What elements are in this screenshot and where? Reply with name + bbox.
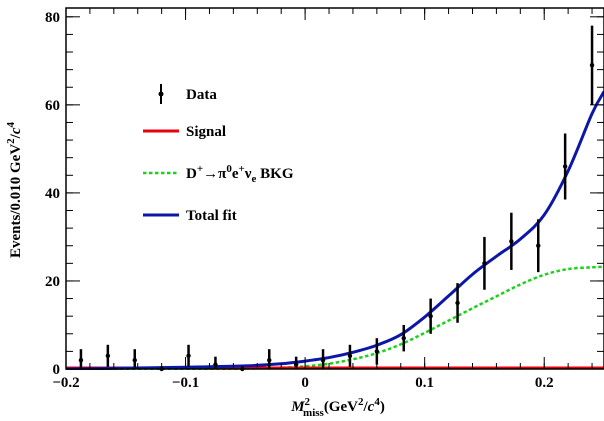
data-point: [78, 357, 84, 363]
y-axis-title-part: /: [8, 133, 24, 139]
y-tick-label: 80: [45, 10, 60, 26]
data-point: [293, 362, 299, 367]
x-axis-title-part: miss: [303, 407, 325, 419]
legend-label-bkg-part: B: [260, 166, 270, 182]
legend-label-bkg-part: +: [239, 163, 245, 175]
x-axis-title-part: M: [290, 399, 305, 415]
data-point: [132, 357, 137, 363]
x-axis-title: M2 miss(GeV2/c4): [290, 396, 385, 419]
data-point: [347, 353, 353, 358]
data-point: [401, 335, 406, 341]
x-axis-title-part: 2: [305, 396, 311, 408]
data-point: [562, 164, 568, 169]
x-axis-title-part: 4: [374, 396, 380, 408]
legend-label-total-fit: Total fit: [186, 208, 237, 224]
legend-label-bkg-part: →: [203, 166, 218, 182]
y-tick-label: 40: [45, 186, 60, 202]
data-point: [105, 353, 111, 358]
plot-frame: [65, 7, 604, 370]
y-axis-title: Events/0.010 GeV2/c4: [5, 121, 24, 258]
x-tick-label: 0.1: [415, 375, 434, 391]
data-point: [509, 239, 514, 244]
x-tick-label: −0.2: [52, 375, 79, 391]
x-axis-title-part: ): [380, 399, 385, 415]
data-point: [320, 357, 326, 363]
legend-label-bkg: D+→π0e+νe BKG: [186, 163, 294, 185]
legend-label-bkg-part: D: [186, 166, 197, 182]
legend-label-bkg-part: ν: [244, 166, 252, 182]
y-axis-title-part: 2: [5, 138, 17, 144]
legend-data-marker: [158, 91, 164, 97]
data-point: [213, 362, 218, 367]
x-tick-label: −0.1: [172, 375, 199, 391]
y-axis-title-part: 4: [5, 121, 17, 127]
legend-label-bkg-part: e: [252, 173, 257, 185]
x-tick-label: 0.2: [535, 375, 554, 391]
x-axis-title-part: c: [368, 399, 375, 415]
y-tick-label: 0: [53, 362, 61, 378]
data-point: [374, 349, 380, 354]
data-point: [536, 243, 541, 248]
plot-area: [66, 25, 604, 372]
data-point: [455, 300, 460, 306]
data-point: [267, 357, 272, 363]
legend-label-bkg-part: +: [197, 163, 203, 175]
x-axis-title-part: (GeV: [324, 399, 358, 415]
data-point: [589, 63, 595, 68]
data-point: [428, 313, 433, 319]
legend-label-bkg-part: e: [232, 166, 239, 182]
y-tick-label: 20: [45, 274, 60, 290]
curves-group: [66, 90, 604, 370]
legend-label-bkg-part: K: [270, 166, 282, 182]
data-point: [482, 261, 487, 266]
y-axis-title-part: c: [8, 127, 24, 134]
x-axis-title-part: 2: [358, 396, 364, 408]
legend-label-signal: Signal: [186, 124, 226, 140]
legend-label-bkg-part: G: [282, 166, 294, 182]
y-axis-title-part: Events/0.010 GeV: [8, 144, 24, 258]
legend-label-bkg-part: 0: [226, 163, 232, 175]
legend-label-bkg-part: π: [218, 166, 227, 182]
legend-label-data: Data: [186, 87, 217, 103]
total-fit-curve: [66, 90, 604, 370]
x-axis-title-part: /: [362, 399, 368, 415]
x-tick-label: 0: [301, 375, 309, 391]
y-tick-label: 60: [45, 98, 60, 114]
data-point: [186, 353, 191, 358]
